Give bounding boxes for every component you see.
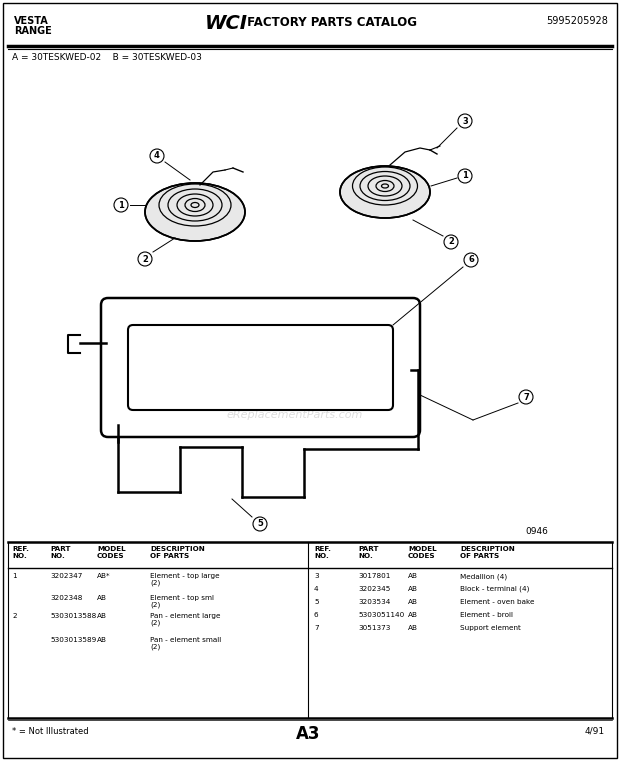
Text: 2: 2 [12,613,17,619]
Text: 7: 7 [523,393,529,402]
Circle shape [519,390,533,404]
Text: 6: 6 [468,256,474,265]
Text: A = 30TESKWED-02    B = 30TESKWED-03: A = 30TESKWED-02 B = 30TESKWED-03 [12,53,202,62]
Ellipse shape [145,183,245,241]
Text: 4: 4 [314,586,319,592]
Text: Block - terminal (4): Block - terminal (4) [460,586,529,593]
Text: 3: 3 [314,573,319,579]
Text: 1: 1 [462,171,468,180]
Text: AB: AB [97,613,107,619]
Text: 1: 1 [12,573,17,579]
Text: 3202345: 3202345 [358,586,391,592]
Text: 3051373: 3051373 [358,625,391,631]
Text: VESTA: VESTA [14,16,49,26]
Text: WCI: WCI [205,14,248,33]
Circle shape [444,235,458,249]
Text: 2: 2 [142,254,148,263]
Text: 3202348: 3202348 [50,595,82,601]
Text: RANGE: RANGE [14,26,51,36]
Text: 3202347: 3202347 [50,573,82,579]
Text: 5: 5 [257,520,263,528]
Text: REF.
NO.: REF. NO. [12,546,29,559]
Text: PART
NO.: PART NO. [50,546,71,559]
Text: MODEL
CODES: MODEL CODES [408,546,436,559]
Text: Element - top large
(2): Element - top large (2) [150,573,219,587]
Ellipse shape [340,166,430,218]
Text: AB: AB [408,599,418,605]
Text: 3203534: 3203534 [358,599,391,605]
Text: Support element: Support element [460,625,521,631]
Text: AB: AB [408,573,418,579]
Text: Pan - element small
(2): Pan - element small (2) [150,637,221,651]
Text: AB: AB [408,625,418,631]
Text: AB: AB [97,637,107,643]
Text: 1: 1 [118,200,124,209]
Text: * = Not Illustrated: * = Not Illustrated [12,727,89,736]
Text: Element - broil: Element - broil [460,612,513,618]
Text: 4/91: 4/91 [585,727,605,736]
Text: PART
NO.: PART NO. [358,546,378,559]
Text: 5303013588: 5303013588 [50,613,96,619]
Circle shape [150,149,164,163]
Circle shape [253,517,267,531]
Text: 3: 3 [462,116,468,126]
Text: 3017801: 3017801 [358,573,391,579]
Circle shape [138,252,152,266]
Text: Medallion (4): Medallion (4) [460,573,507,579]
Text: Element - top sml
(2): Element - top sml (2) [150,595,214,609]
Text: 5995205928: 5995205928 [546,16,608,26]
Text: DESCRIPTION
OF PARTS: DESCRIPTION OF PARTS [460,546,515,559]
Text: 7: 7 [314,625,319,631]
Text: 5303013589: 5303013589 [50,637,96,643]
Text: A3: A3 [296,725,321,743]
Circle shape [458,169,472,183]
Text: 5303051140: 5303051140 [358,612,404,618]
Text: 0946: 0946 [525,527,548,536]
Text: FACTORY PARTS CATALOG: FACTORY PARTS CATALOG [243,16,417,29]
Text: eReplacementParts.com: eReplacementParts.com [227,410,363,420]
Circle shape [458,114,472,128]
Text: AB: AB [408,612,418,618]
Text: Element - oven bake: Element - oven bake [460,599,534,605]
Text: AB: AB [97,595,107,601]
Text: 5: 5 [314,599,319,605]
Text: 6: 6 [314,612,319,618]
Text: 2: 2 [448,237,454,247]
Text: AB: AB [408,586,418,592]
Circle shape [114,198,128,212]
Text: AB*: AB* [97,573,110,579]
Text: 4: 4 [154,151,160,161]
Text: DESCRIPTION
OF PARTS: DESCRIPTION OF PARTS [150,546,205,559]
Circle shape [464,253,478,267]
Text: MODEL
CODES: MODEL CODES [97,546,126,559]
Text: Pan - element large
(2): Pan - element large (2) [150,613,221,626]
Text: REF.
NO.: REF. NO. [314,546,331,559]
FancyBboxPatch shape [128,325,393,410]
